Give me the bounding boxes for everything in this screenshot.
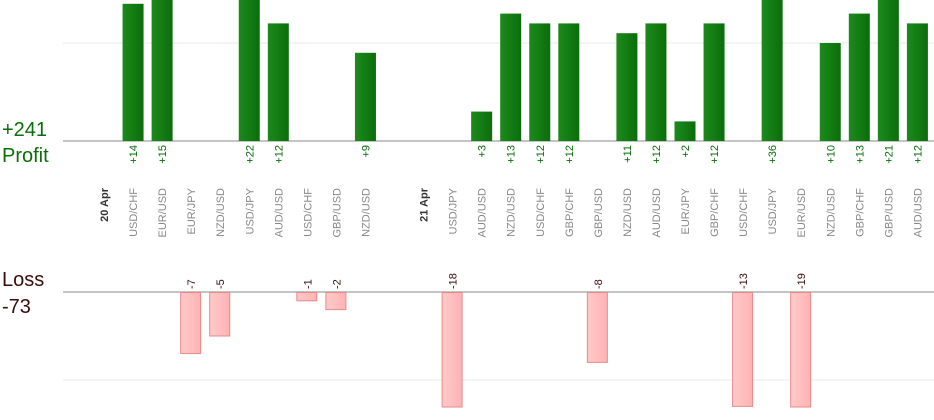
loss-value-label: -5: [215, 279, 227, 289]
category-tick-label: GBP/USD: [883, 188, 895, 238]
category-tick-label: EUR/JPY: [186, 187, 198, 234]
loss-value-label: -7: [186, 279, 198, 289]
date-label: 20 Apr: [99, 187, 111, 222]
category-tick-label: USD/JPY: [448, 187, 460, 234]
loss-bar: [180, 292, 202, 355]
profit-bar: [848, 13, 870, 142]
category-tick-label: EUR/USD: [796, 188, 808, 238]
profit-value-label: +12: [273, 145, 285, 164]
profit-bar: [529, 23, 551, 141]
category-tick-label: EUR/USD: [157, 188, 169, 238]
category-tick-label: USD/JPY: [244, 187, 256, 234]
profit-value-label: +2: [680, 145, 692, 158]
profit-value-label: +36: [767, 145, 779, 164]
category-tick-label: GBP/CHF: [854, 188, 866, 237]
profit-bar: [354, 52, 376, 141]
profit-value-label: +21: [883, 145, 895, 164]
date-label: 21 Apr: [419, 187, 431, 222]
profit-value-label: +10: [825, 145, 837, 164]
loss-value-label: -2: [331, 279, 343, 289]
profit-value-label: +12: [912, 145, 924, 164]
profit-bar: [122, 3, 144, 141]
profit-bar: [471, 111, 493, 141]
profit-bar: [877, 0, 899, 141]
profit-bar: [558, 23, 580, 141]
category-tick-label: USD/CHF: [128, 188, 140, 237]
profit-bar: [674, 121, 696, 141]
category-tick-label: NZD/USD: [825, 188, 837, 237]
profit-bar: [238, 0, 260, 141]
loss-bar: [209, 292, 231, 337]
category-tick-label: USD/CHF: [535, 188, 547, 237]
category-tick-label: AUD/USD: [273, 188, 285, 238]
category-tick-label: AUD/USD: [477, 188, 489, 238]
profit-value-label: +12: [709, 145, 721, 164]
loss-bar: [732, 292, 754, 407]
profit-bar: [645, 23, 667, 141]
profit-bar: [151, 0, 173, 141]
profit-value-label: +9: [360, 145, 372, 158]
profit-bar: [906, 23, 928, 141]
category-tick-label: GBP/USD: [331, 188, 343, 238]
profit-label: Profit: [2, 145, 49, 167]
loss-bar: [441, 292, 463, 408]
profit-bar: [616, 33, 638, 142]
profit-value-label: +13: [506, 145, 518, 164]
category-tick-label: USD/CHF: [738, 188, 750, 237]
loss-bar: [790, 292, 812, 408]
category-tick-label: EUR/JPY: [680, 187, 692, 234]
profit-value-label: +12: [535, 145, 547, 164]
profit-bar: [500, 13, 522, 142]
loss-value-label: -13: [738, 273, 750, 289]
category-tick-label: GBP/USD: [593, 188, 605, 238]
category-tick-label: NZD/USD: [360, 188, 372, 237]
profit-value-label: +12: [564, 145, 576, 164]
profit-value-label: +14: [128, 145, 140, 164]
loss-total: -73: [2, 296, 31, 318]
profit-bar: [267, 23, 289, 141]
loss-value-label: -19: [796, 273, 808, 289]
category-tick-label: NZD/USD: [215, 188, 227, 237]
loss-bar: [586, 292, 608, 363]
category-tick-label: GBP/CHF: [564, 188, 576, 237]
loss-value-label: -1: [302, 279, 314, 289]
category-tick-label: USD/JPY: [767, 187, 779, 234]
profit-bar: [703, 23, 725, 141]
loss-label: Loss: [2, 269, 45, 291]
profit-value-label: +22: [244, 145, 256, 164]
profit-bar: [819, 43, 841, 141]
category-tick-label: NZD/USD: [506, 188, 518, 237]
loss-bar: [296, 292, 318, 302]
loss-value-label: -18: [448, 273, 460, 289]
profit-bar: [761, 0, 783, 141]
profit-value-label: +3: [477, 145, 489, 158]
loss-value-label: -8: [593, 279, 605, 289]
profit-value-label: +12: [651, 145, 663, 164]
category-tick-label: AUD/USD: [651, 188, 663, 238]
category-tick-label: AUD/USD: [912, 188, 924, 238]
category-tick-label: USD/CHF: [302, 188, 314, 237]
category-tick-label: GBP/CHF: [709, 188, 721, 237]
category-tick-label: NZD/USD: [622, 188, 634, 237]
profit-total: +241: [2, 119, 48, 141]
profit-value-label: +15: [157, 145, 169, 164]
loss-bar: [325, 292, 347, 311]
profit-value-label: +13: [854, 145, 866, 164]
profit-value-label: +11: [622, 145, 634, 163]
